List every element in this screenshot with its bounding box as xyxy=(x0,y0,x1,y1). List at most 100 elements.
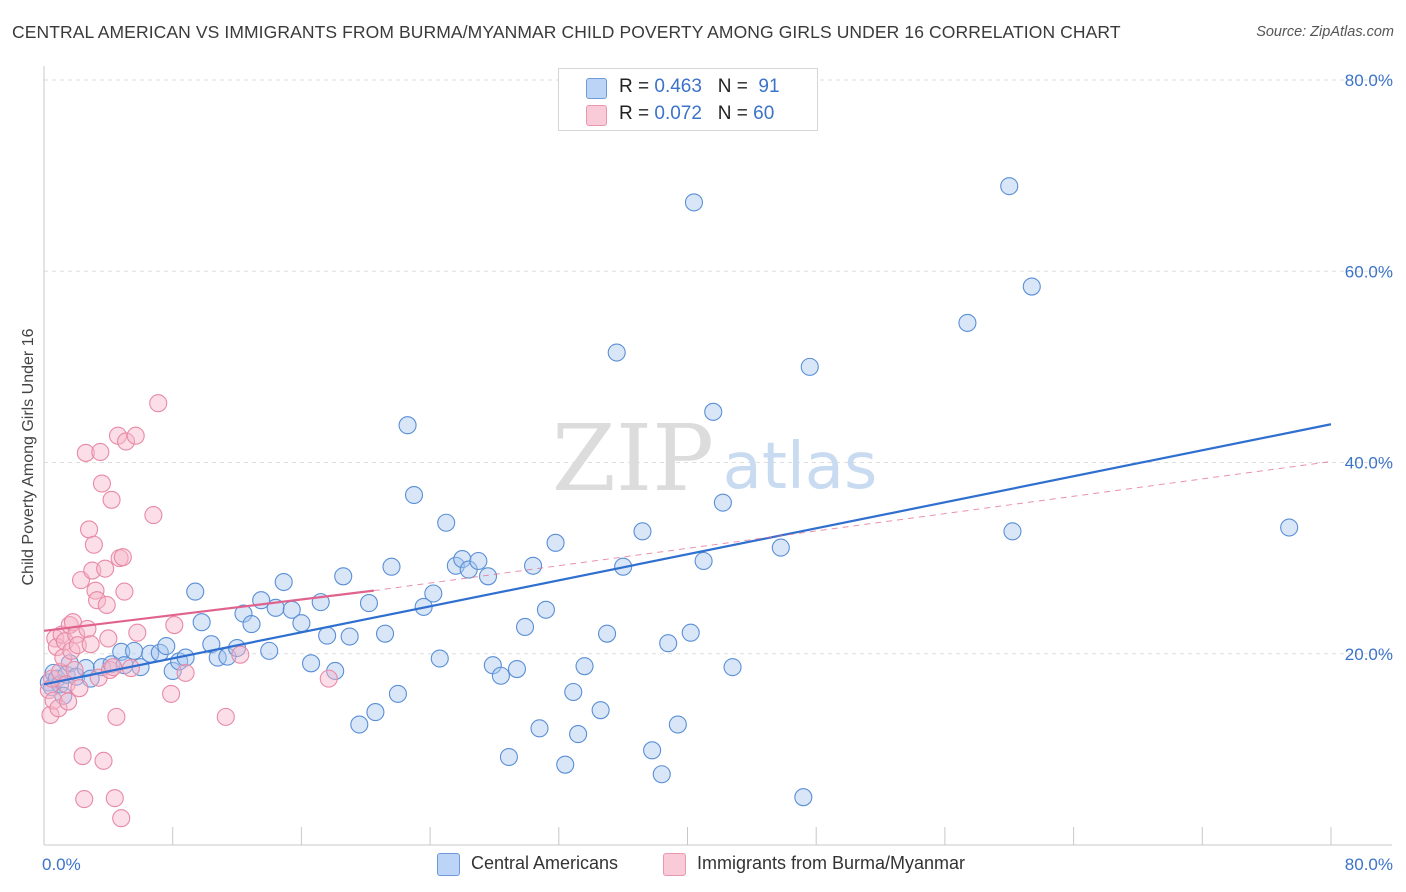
data-point xyxy=(1022,277,1041,296)
data-point xyxy=(126,426,145,445)
data-point xyxy=(192,613,211,632)
series-central-americans xyxy=(39,177,1299,807)
data-point xyxy=(128,623,147,642)
data-point xyxy=(302,654,321,673)
data-point xyxy=(564,682,583,702)
data-point xyxy=(92,474,111,493)
data-point xyxy=(125,641,144,660)
data-point xyxy=(607,343,626,362)
legend-label-central-americans: Central Americans xyxy=(471,853,619,873)
y-tick-label: 80.0% xyxy=(1345,71,1393,90)
data-point xyxy=(96,559,115,578)
data-point xyxy=(668,715,687,734)
data-point xyxy=(569,725,588,744)
data-point xyxy=(524,556,543,575)
data-point xyxy=(713,493,732,512)
chart-title: CENTRAL AMERICAN VS IMMIGRANTS FROM BURM… xyxy=(12,22,1121,42)
data-point xyxy=(684,193,703,212)
data-point xyxy=(1000,177,1019,196)
data-point xyxy=(388,684,407,703)
data-point xyxy=(556,755,575,774)
data-point xyxy=(144,506,163,525)
legend-swatch-pink xyxy=(663,853,686,876)
legend-r-label: R = xyxy=(619,76,655,97)
data-point xyxy=(723,658,742,677)
data-point xyxy=(681,623,700,642)
trend-line xyxy=(43,423,1332,686)
data-point xyxy=(318,626,337,645)
data-point xyxy=(633,522,652,541)
data-point xyxy=(800,357,819,376)
data-point xyxy=(149,394,168,413)
watermark-atlas: atlas xyxy=(723,430,878,504)
y-tick-label: 60.0% xyxy=(1345,262,1393,281)
data-point xyxy=(104,658,123,677)
data-point xyxy=(165,616,184,635)
data-point xyxy=(102,490,121,509)
legend-swatch-pink xyxy=(586,105,607,126)
data-point xyxy=(112,642,131,661)
data-point xyxy=(107,707,126,726)
data-point xyxy=(75,790,94,809)
data-point xyxy=(84,535,103,554)
legend-label-burma: Immigrants from Burma/Myanmar xyxy=(697,853,966,873)
data-point xyxy=(319,669,338,688)
data-point xyxy=(546,533,565,552)
data-point xyxy=(453,550,472,569)
data-point xyxy=(499,747,518,767)
data-point xyxy=(79,520,99,539)
data-point xyxy=(530,719,549,738)
data-point xyxy=(437,513,456,532)
data-point xyxy=(97,595,116,615)
data-point xyxy=(1280,518,1299,537)
legend-r-label: R = xyxy=(619,103,655,124)
source-label: Source: ZipAtlas.com xyxy=(1256,24,1394,40)
data-point xyxy=(70,679,89,698)
legend-r-value: 0.072 xyxy=(654,103,702,124)
data-point xyxy=(113,548,132,567)
data-point xyxy=(771,538,790,557)
data-point xyxy=(652,765,671,784)
data-point xyxy=(591,701,610,720)
data-point xyxy=(216,707,235,726)
data-point xyxy=(59,692,78,711)
data-point xyxy=(536,600,555,619)
series-legend: Central Americans Immigrants from Burma/… xyxy=(0,852,1406,878)
data-point xyxy=(366,703,385,722)
y-axis-title: Child Poverty Among Girls Under 16 xyxy=(20,328,37,586)
y-tick-label: 40.0% xyxy=(1345,454,1393,473)
x-tick-label: 80.0% xyxy=(1345,855,1393,874)
data-point xyxy=(88,591,107,610)
data-point xyxy=(162,684,181,703)
data-point xyxy=(515,617,535,637)
trend-line xyxy=(43,589,374,632)
legend-swatch-blue xyxy=(586,78,607,99)
gridlines xyxy=(44,79,1392,655)
data-point xyxy=(68,636,87,655)
legend-n-value: 60 xyxy=(753,103,775,124)
data-point xyxy=(242,615,261,634)
legend-n-label: N = xyxy=(717,103,754,124)
data-point xyxy=(157,637,176,656)
data-point xyxy=(86,581,105,600)
data-point xyxy=(99,629,118,648)
data-point xyxy=(115,582,134,601)
data-point xyxy=(1003,522,1022,541)
data-point xyxy=(94,751,113,770)
data-point xyxy=(60,616,79,635)
data-point xyxy=(659,634,678,653)
data-point xyxy=(105,789,124,808)
series-burma xyxy=(39,394,338,828)
watermark: ZIP atlas xyxy=(552,405,877,512)
data-point xyxy=(116,432,136,451)
data-point xyxy=(643,741,662,760)
data-point xyxy=(398,416,417,435)
data-point xyxy=(507,659,527,679)
data-point xyxy=(39,681,58,700)
data-point xyxy=(292,614,311,633)
stats-legend: R = 0.463 N = 91 R = 0.072 N = 60 xyxy=(558,68,818,131)
data-point xyxy=(91,442,110,462)
trend-line-extension xyxy=(373,461,1332,592)
axes xyxy=(43,66,1392,846)
